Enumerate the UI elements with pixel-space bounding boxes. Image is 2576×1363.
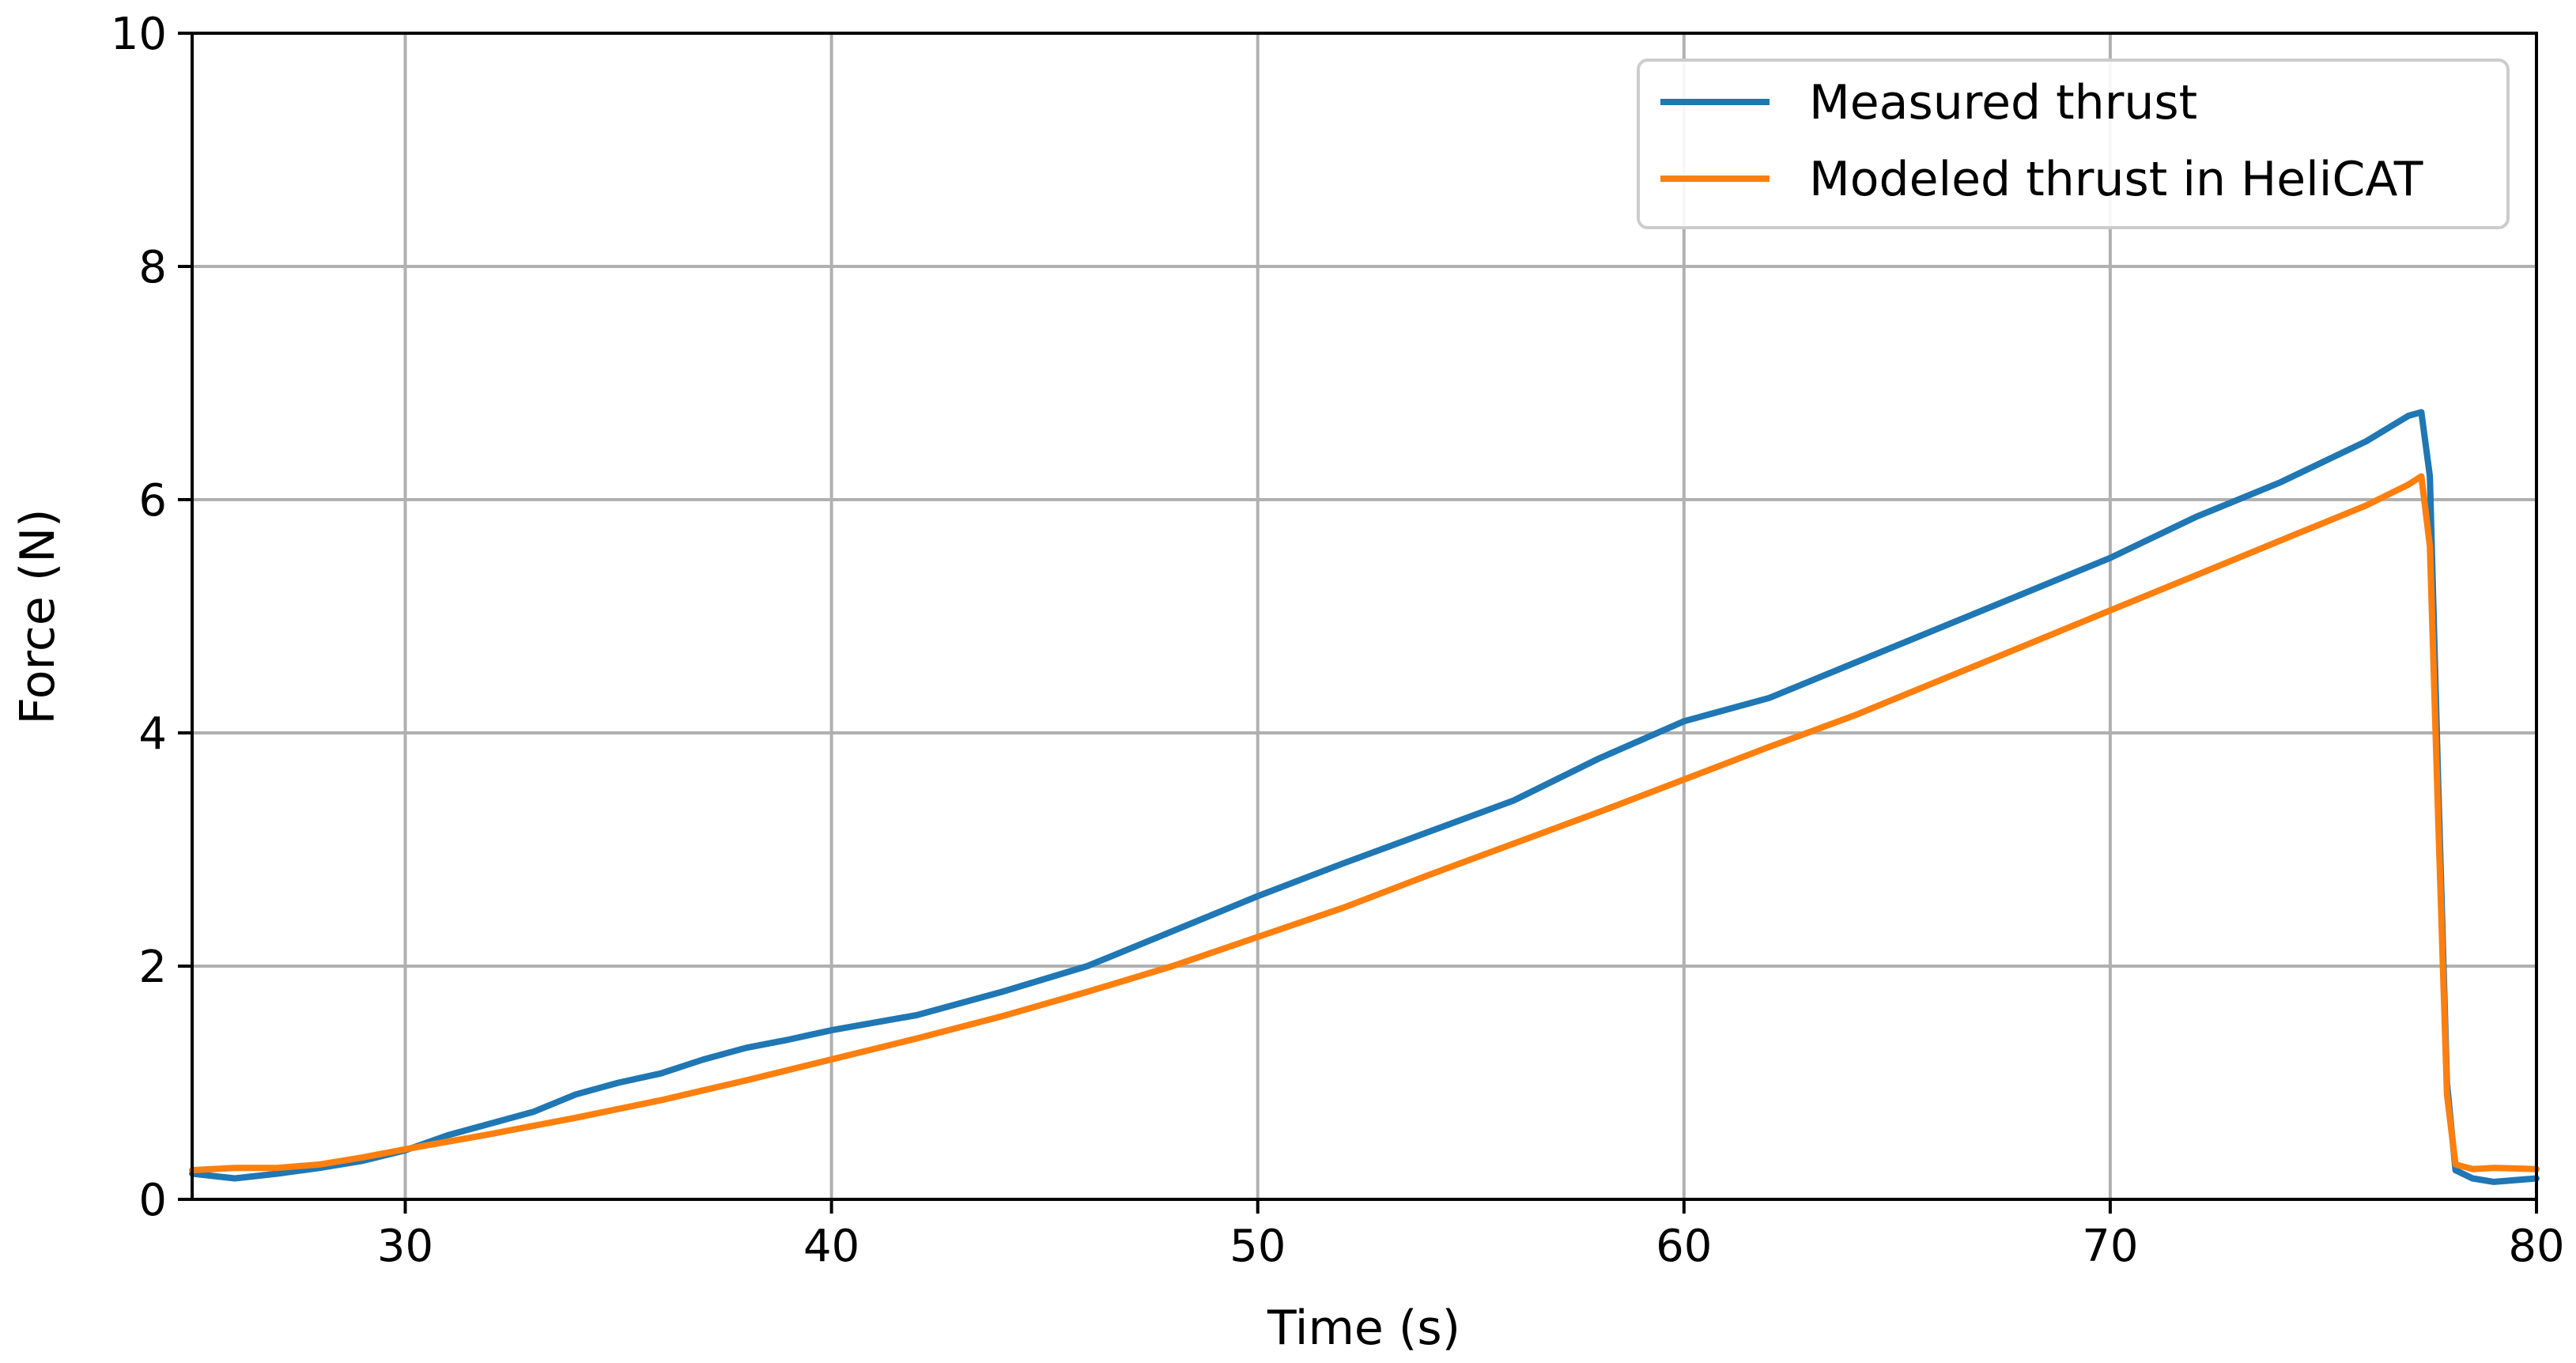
y-tick-label: 0 — [138, 1175, 167, 1226]
x-tick-label: 60 — [1656, 1221, 1712, 1272]
x-tick-label: 70 — [2082, 1221, 2138, 1272]
legend-label-measured: Measured thrust — [1809, 75, 2197, 130]
y-tick-label: 6 — [138, 475, 167, 527]
tick-layer: 30 40 50 60 70 80 0 2 4 6 8 10 — [111, 9, 2565, 1272]
y-tick-label: 2 — [138, 942, 167, 993]
series-line-modeled-thrust — [189, 473, 2540, 1174]
x-tick-label: 40 — [803, 1221, 859, 1272]
y-axis-label: Force (N) — [10, 508, 66, 724]
legend: Measured thrust Modeled thrust in HeliCA… — [1637, 59, 2510, 229]
y-tick-label: 4 — [138, 708, 167, 760]
x-tick-label: 50 — [1229, 1221, 1286, 1272]
x-tick-label: 80 — [2508, 1221, 2564, 1272]
y-tick-label: 8 — [138, 242, 167, 293]
legend-frame — [1637, 59, 2510, 229]
axes-frame — [191, 32, 2538, 1201]
x-tick-label: 30 — [377, 1221, 433, 1272]
series-line-measured-thrust — [189, 409, 2540, 1185]
legend-label-modeled: Modeled thrust in HeliCAT — [1809, 152, 2423, 207]
series-layer — [189, 409, 2540, 1185]
x-axis-label: Time (s) — [1267, 1301, 1460, 1356]
y-tick-label: 10 — [111, 9, 167, 60]
